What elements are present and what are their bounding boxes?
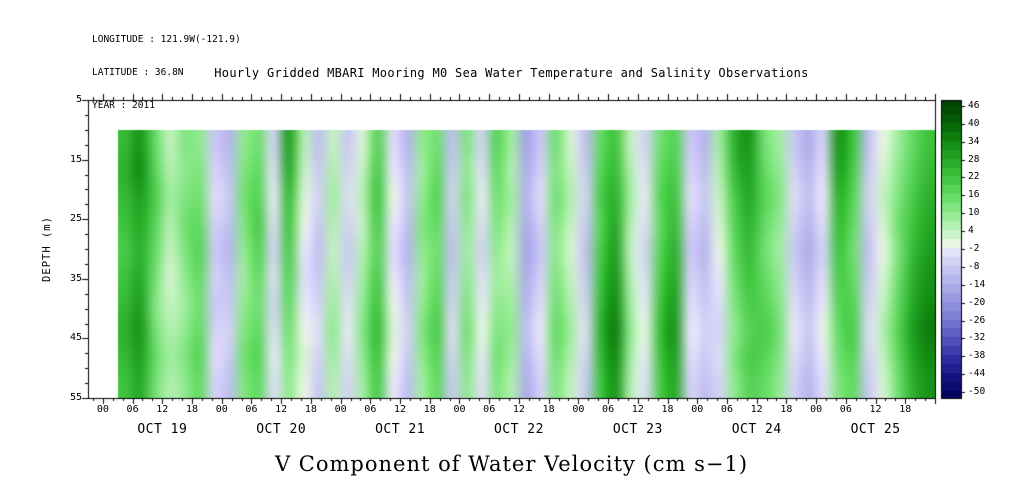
x-axis-title: V Component of Water Velocity (cm s−1) [274, 452, 749, 476]
colorbar-tick-label: 10 [968, 207, 980, 219]
x-tick-label: 00 [215, 404, 228, 415]
y-axis-label: DEPTH (m) [41, 216, 53, 282]
colorbar-tick-label: 4 [968, 225, 974, 237]
x-tick-label: 18 [661, 404, 674, 415]
colorbar-tick-label: 22 [968, 171, 980, 183]
x-tick-label: 12 [394, 404, 407, 415]
x-tick-label: 18 [423, 404, 436, 415]
x-tick-label: 12 [275, 404, 288, 415]
colorbar-tick-label: 34 [968, 135, 980, 147]
y-tick-label: 45 [69, 332, 82, 344]
x-tick-label: 18 [780, 404, 793, 415]
x-tick-label: 06 [245, 404, 258, 415]
colorbar-tick-label: 46 [968, 99, 980, 111]
x-tick-label: 18 [542, 404, 555, 415]
colorbar-tick-label: -32 [968, 332, 986, 344]
y-tick-label: 35 [69, 272, 82, 284]
colorbar-tick-label: 16 [968, 189, 980, 201]
colorbar-tick-label: 40 [968, 117, 980, 129]
date-label: OCT 21 [375, 422, 426, 437]
x-tick-label: 00 [572, 404, 585, 415]
x-tick-label: 12 [156, 404, 169, 415]
date-label: OCT 24 [731, 422, 782, 437]
date-label: OCT 20 [256, 422, 307, 437]
colorbar-tick-label: -8 [968, 260, 980, 272]
colorbar-tick-label: -50 [968, 386, 986, 398]
x-tick-label: 06 [839, 404, 852, 415]
y-tick-label: 15 [69, 153, 82, 165]
x-tick-label: 12 [750, 404, 763, 415]
date-label: OCT 23 [612, 422, 663, 437]
date-label: OCT 19 [137, 422, 188, 437]
x-tick-label: 18 [899, 404, 912, 415]
y-tick-label: 5 [75, 94, 82, 105]
x-tick-label: 12 [631, 404, 644, 415]
x-tick-label: 00 [691, 404, 704, 415]
x-tick-label: 00 [96, 404, 109, 415]
x-tick-label: 06 [483, 404, 496, 415]
x-tick-label: 06 [602, 404, 615, 415]
x-tick-label: 06 [720, 404, 733, 415]
y-tick-label: 25 [69, 213, 82, 225]
colorbar-tick-label: -44 [968, 368, 986, 380]
x-tick-label: 18 [185, 404, 199, 415]
x-tick-label: 18 [304, 404, 317, 415]
colorbar-tick-label: -38 [968, 350, 986, 362]
x-tick-label: 06 [126, 404, 139, 415]
x-tick-label: 06 [364, 404, 377, 415]
x-tick-label: 12 [512, 404, 525, 415]
date-label: OCT 22 [493, 422, 544, 437]
colorbar-tick-label: -26 [968, 314, 986, 326]
colorbar-tick-label: 28 [968, 153, 980, 165]
x-tick-label: 00 [334, 404, 347, 415]
x-tick-label: 00 [810, 404, 823, 415]
colorbar-tick-label: -14 [968, 278, 986, 290]
y-tick-label: 55 [69, 392, 82, 403]
colorbar-tick-label: -2 [968, 243, 980, 254]
x-tick-label: 00 [453, 404, 466, 415]
x-tick-label: 12 [869, 404, 882, 415]
date-label: OCT 25 [850, 422, 901, 437]
colorbar-tick-label: -20 [968, 296, 986, 308]
